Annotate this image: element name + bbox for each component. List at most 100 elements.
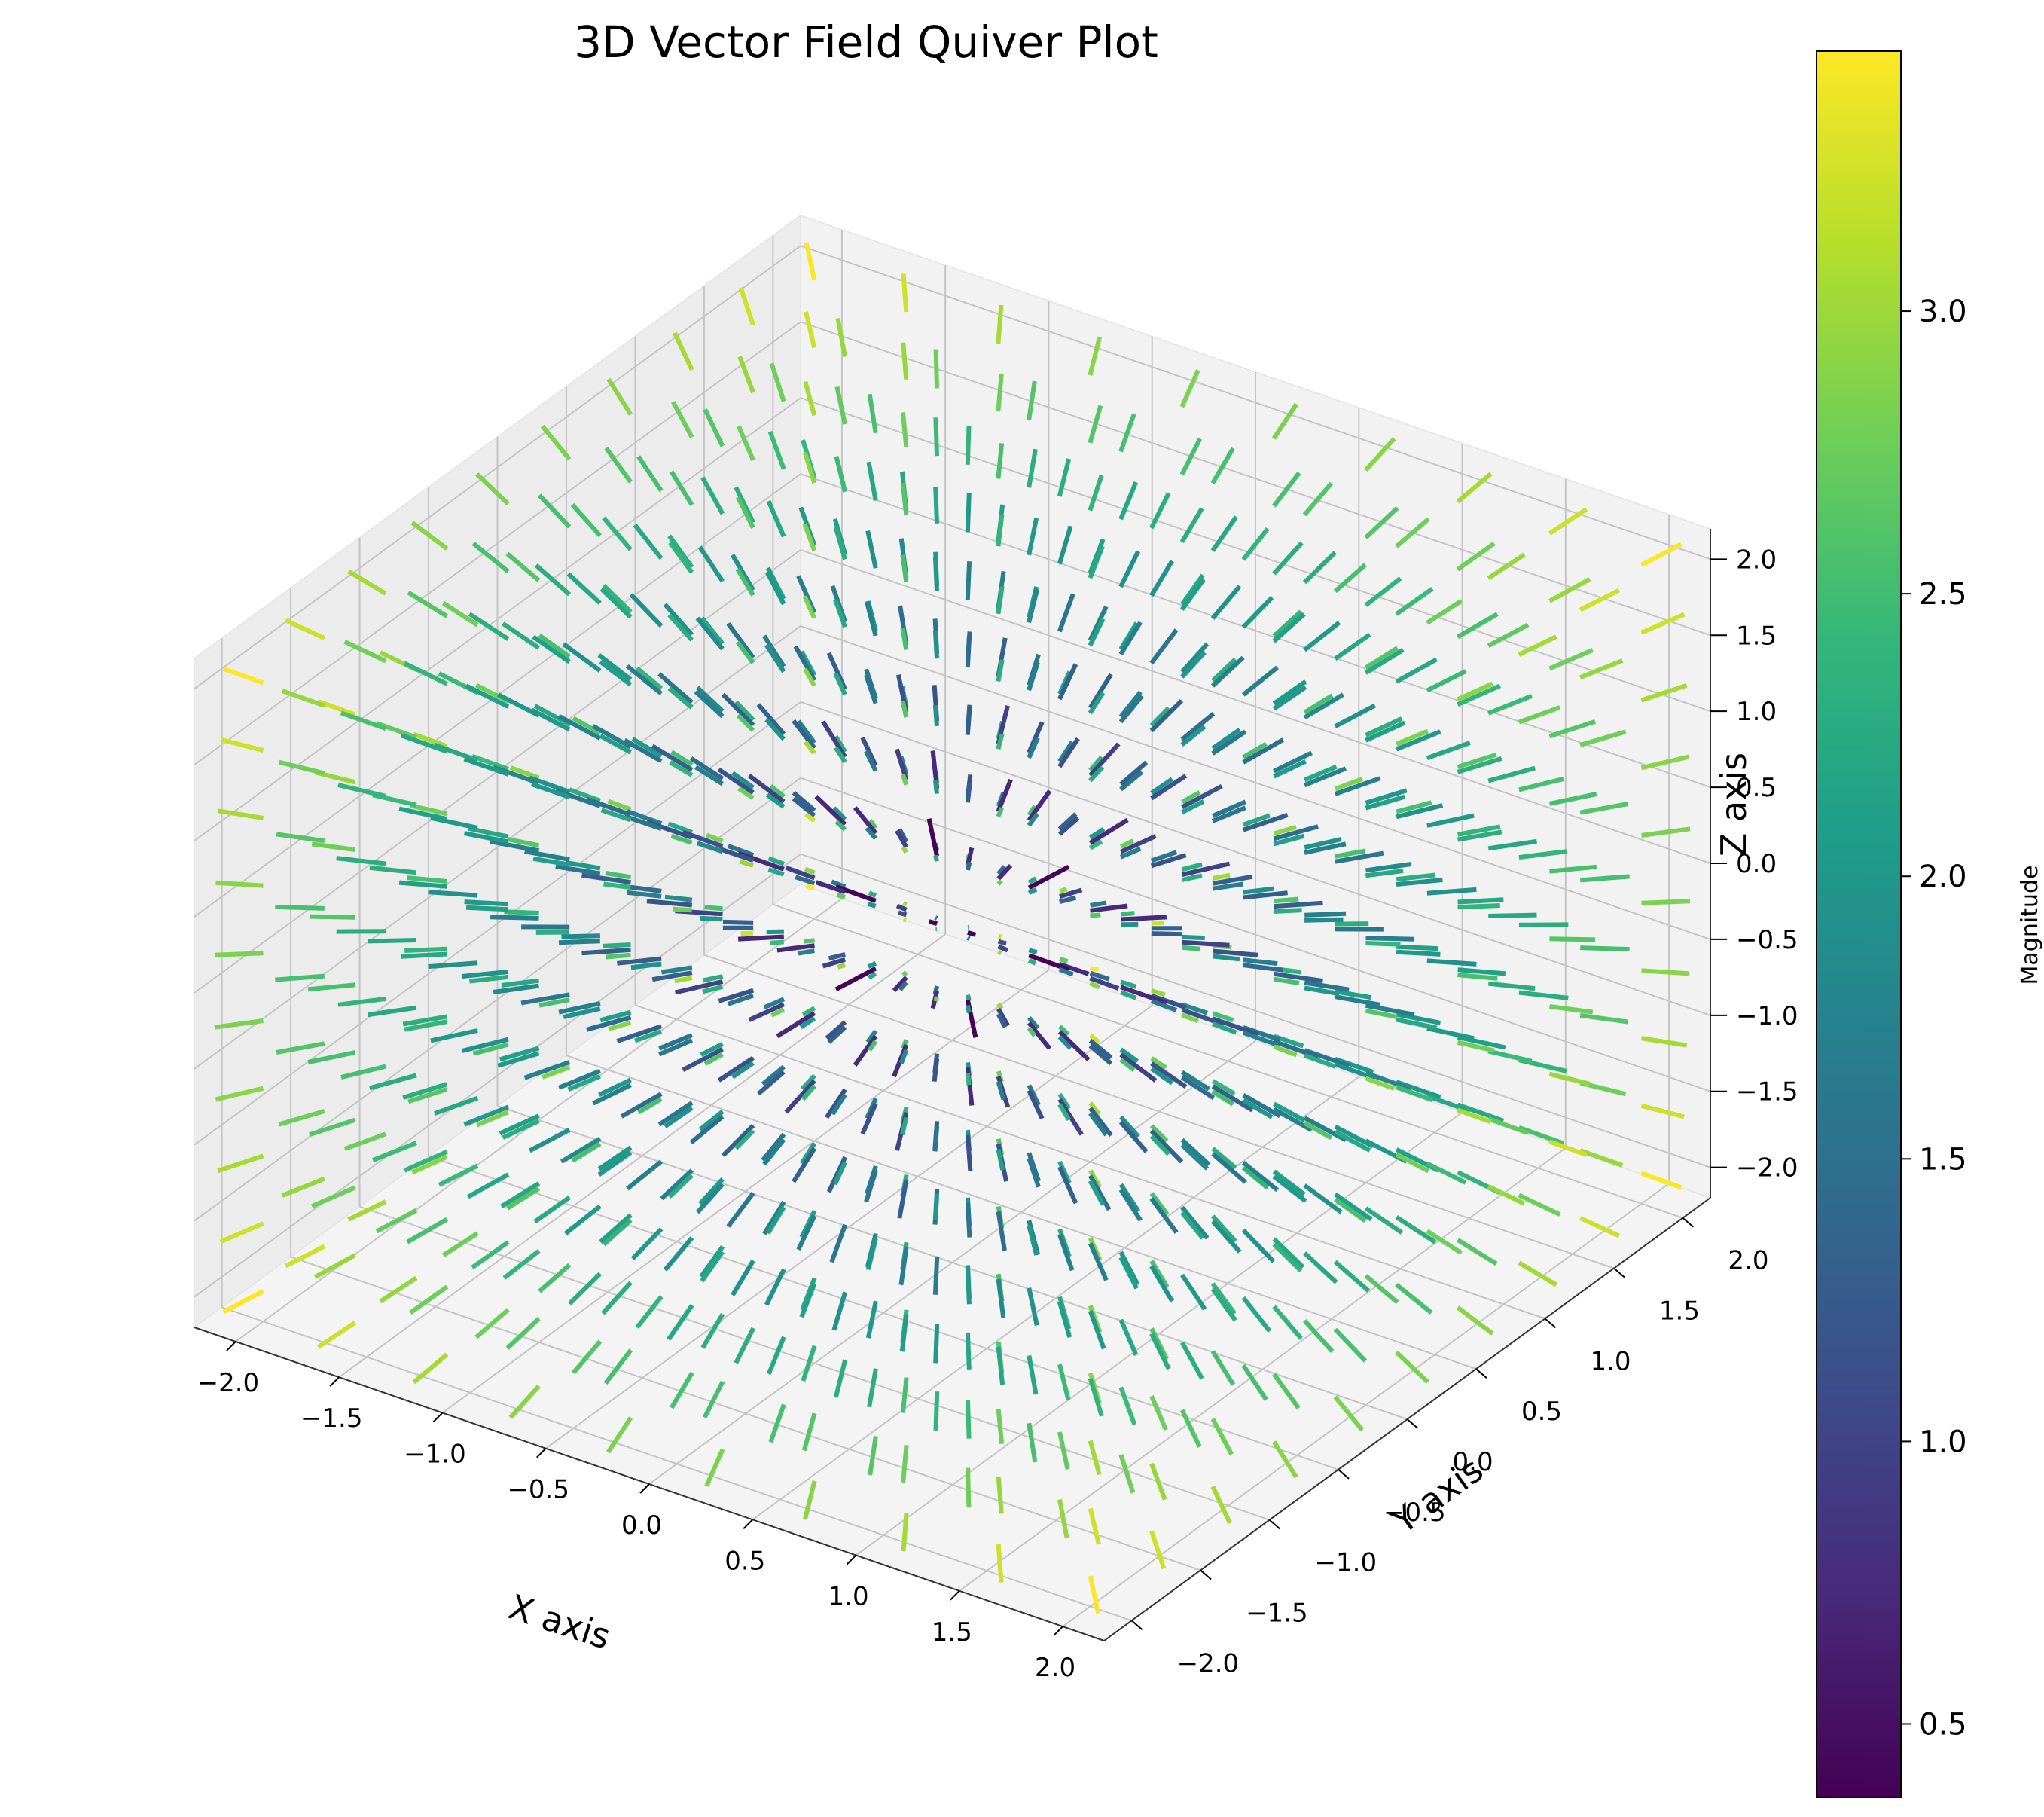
vector-arrow [968, 863, 970, 871]
z-tick-label: −0.5 [1736, 925, 1798, 955]
z-axis-label: Z axis [1713, 753, 1754, 857]
vector-arrow [606, 955, 631, 957]
vector-arrow [968, 1203, 970, 1238]
colorbar-gradient [1817, 51, 1901, 1797]
y-axis-label: Y axis [1384, 1449, 1490, 1543]
vector-arrow [935, 705, 937, 726]
y-tick-mark [1614, 1269, 1625, 1278]
vector-arrow [999, 936, 1002, 937]
vector-arrow [723, 922, 753, 923]
x-tick-mark [743, 1519, 752, 1528]
colorbar-tick-label: 0.5 [1919, 1707, 1967, 1742]
vector-arrow [968, 1135, 971, 1171]
vector-arrow [998, 951, 1001, 953]
vector-arrow [904, 903, 907, 905]
vector-arrow [1091, 902, 1106, 905]
vector-arrow [868, 963, 876, 967]
vector-arrow [1642, 970, 1689, 973]
vector-arrow [465, 902, 508, 904]
vector-arrow [798, 951, 814, 954]
y-tick-mark [1132, 1620, 1143, 1629]
y-tick-label: −2.0 [1177, 1648, 1240, 1678]
vector-arrow [935, 918, 937, 919]
vector-arrow [1152, 933, 1182, 934]
vector-arrow [968, 1073, 969, 1085]
vector-arrow [1060, 889, 1067, 891]
vector-arrow [968, 938, 969, 939]
vector-arrow [1182, 937, 1205, 938]
vector-arrow [968, 426, 969, 465]
vector-arrow [903, 774, 906, 785]
colorbar-tick-label: 3.0 [1919, 295, 1967, 329]
y-tick-mark [1200, 1570, 1211, 1579]
vector-arrow [935, 1257, 937, 1295]
x-tick-mark [1054, 1626, 1063, 1635]
x-tick-mark [433, 1412, 442, 1422]
vector-arrow [904, 920, 907, 921]
vector-arrow [935, 1059, 938, 1082]
z-tick-label: 1.5 [1736, 621, 1777, 651]
vector-arrow [1488, 915, 1536, 916]
vector-arrow [998, 881, 1001, 884]
x-tick-label: −0.5 [507, 1475, 569, 1505]
x-axis-label: X axis [504, 1586, 615, 1657]
vector-arrow [665, 897, 692, 900]
colorbar-tick-label: 1.0 [1919, 1425, 1967, 1459]
vector-arrow [935, 1194, 937, 1220]
vector-arrow [968, 1005, 969, 1012]
vector-arrow [968, 493, 969, 533]
vector-arrow [368, 940, 416, 941]
x-tick-label: 0.5 [725, 1546, 765, 1576]
vector-arrow [1182, 948, 1200, 949]
vector-arrow [1121, 917, 1167, 919]
x-tick-label: 0.0 [621, 1510, 662, 1541]
vector-arrow [1029, 950, 1037, 952]
chart-title: 3D Vector Field Quiver Plot [574, 17, 1158, 68]
colorbar-tick-label: 2.0 [1919, 860, 1967, 894]
y-tick-mark [1338, 1470, 1349, 1479]
x-tick-label: −1.5 [300, 1403, 363, 1434]
vector-arrow [1458, 899, 1504, 902]
z-tick-label: −1.0 [1736, 1001, 1798, 1031]
vector-arrow [999, 942, 1007, 944]
vector-arrow [673, 909, 692, 911]
vector-arrow [767, 932, 784, 933]
vector-arrow [968, 1270, 969, 1304]
vector-arrow [1029, 890, 1036, 893]
vector-arrow [935, 855, 937, 861]
colorbar-tick-label: 1.5 [1919, 1142, 1967, 1177]
vector-arrow [968, 1468, 969, 1507]
x-tick-label: −2.0 [197, 1368, 260, 1398]
colorbar-label: Magnitude [2017, 866, 2043, 985]
vector-arrow [738, 937, 784, 939]
vector-arrow [1366, 938, 1414, 939]
x-tick-label: 2.0 [1035, 1653, 1075, 1683]
vector-arrow [490, 917, 538, 918]
vector-arrow [1304, 914, 1346, 915]
y-tick-mark [1408, 1419, 1418, 1428]
colorbar-ticks: 0.51.01.52.02.53.0 [1901, 295, 1967, 1742]
x-tick-label: −1.0 [404, 1439, 466, 1469]
vector-arrow [807, 886, 815, 888]
vector-arrow [603, 945, 630, 946]
vector-arrow [1274, 910, 1301, 912]
vector-arrow [1304, 920, 1343, 921]
y-tick-mark [1682, 1218, 1693, 1227]
vector-arrow [1396, 952, 1440, 954]
vector-arrow [935, 1324, 937, 1364]
vector-arrow [869, 893, 876, 896]
vector-arrow [898, 912, 907, 915]
z-tick-label: 1.0 [1736, 697, 1777, 727]
x-tick-mark [227, 1342, 236, 1351]
vector-arrow [999, 1477, 1002, 1513]
vector-arrow [903, 972, 906, 975]
vector-arrow [404, 949, 447, 951]
z-tick-label: 2.0 [1736, 545, 1777, 575]
x-tick-mark [537, 1449, 546, 1458]
x-tick-mark [950, 1591, 959, 1600]
y-tick-label: −1.0 [1315, 1548, 1377, 1578]
x-tick-label: 1.5 [932, 1617, 972, 1648]
vector-arrow [999, 1544, 1002, 1583]
vector-arrow [1060, 959, 1068, 961]
